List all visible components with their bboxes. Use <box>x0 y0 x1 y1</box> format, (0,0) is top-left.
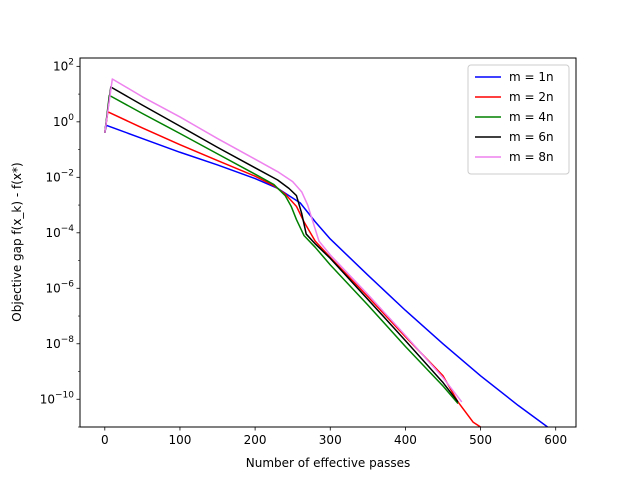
y-tick-label: 10−8 <box>45 335 74 351</box>
y-tick-label: 10−10 <box>40 390 75 406</box>
series-line-5 <box>104 78 463 403</box>
y-tick-label: 10−2 <box>45 168 74 184</box>
y-axis-label: Objective gap f(x_k) - f(x*) <box>10 162 24 321</box>
x-tick-label: 600 <box>544 433 567 447</box>
legend-entry: m = 1n <box>509 70 554 84</box>
y-tick-label: 100 <box>53 113 74 129</box>
series-line-4 <box>104 86 459 403</box>
y-tick-label: 10−6 <box>45 279 74 295</box>
x-tick-label: 400 <box>394 433 417 447</box>
x-axis: 0 100 200 300 400 500 600 <box>101 427 567 447</box>
series-line-1 <box>104 124 549 427</box>
series-line-3 <box>104 94 459 405</box>
y-tick-label: 102 <box>53 57 74 73</box>
x-tick-label: 100 <box>168 433 191 447</box>
x-tick-label: 0 <box>101 433 109 447</box>
legend: m = 1n m = 2n m = 4n m = 6n m = 8n <box>467 64 570 175</box>
legend-entry: m = 8n <box>509 150 554 164</box>
x-tick-label: 500 <box>469 433 492 447</box>
x-tick-label: 300 <box>319 433 342 447</box>
series-layer <box>104 78 549 427</box>
legend-entry: m = 2n <box>509 90 554 104</box>
plot-frame <box>79 57 577 428</box>
x-axis-label: Number of effective passes <box>246 456 410 470</box>
legend-entry: m = 4n <box>509 110 554 124</box>
legend-frame <box>467 64 570 175</box>
y-tick-label: 10−4 <box>45 224 74 240</box>
y-axis: 102 100 10−2 10−4 10−6 10−8 10−10 <box>40 57 80 428</box>
x-tick-label: 200 <box>244 433 267 447</box>
legend-entry: m = 6n <box>509 130 554 144</box>
